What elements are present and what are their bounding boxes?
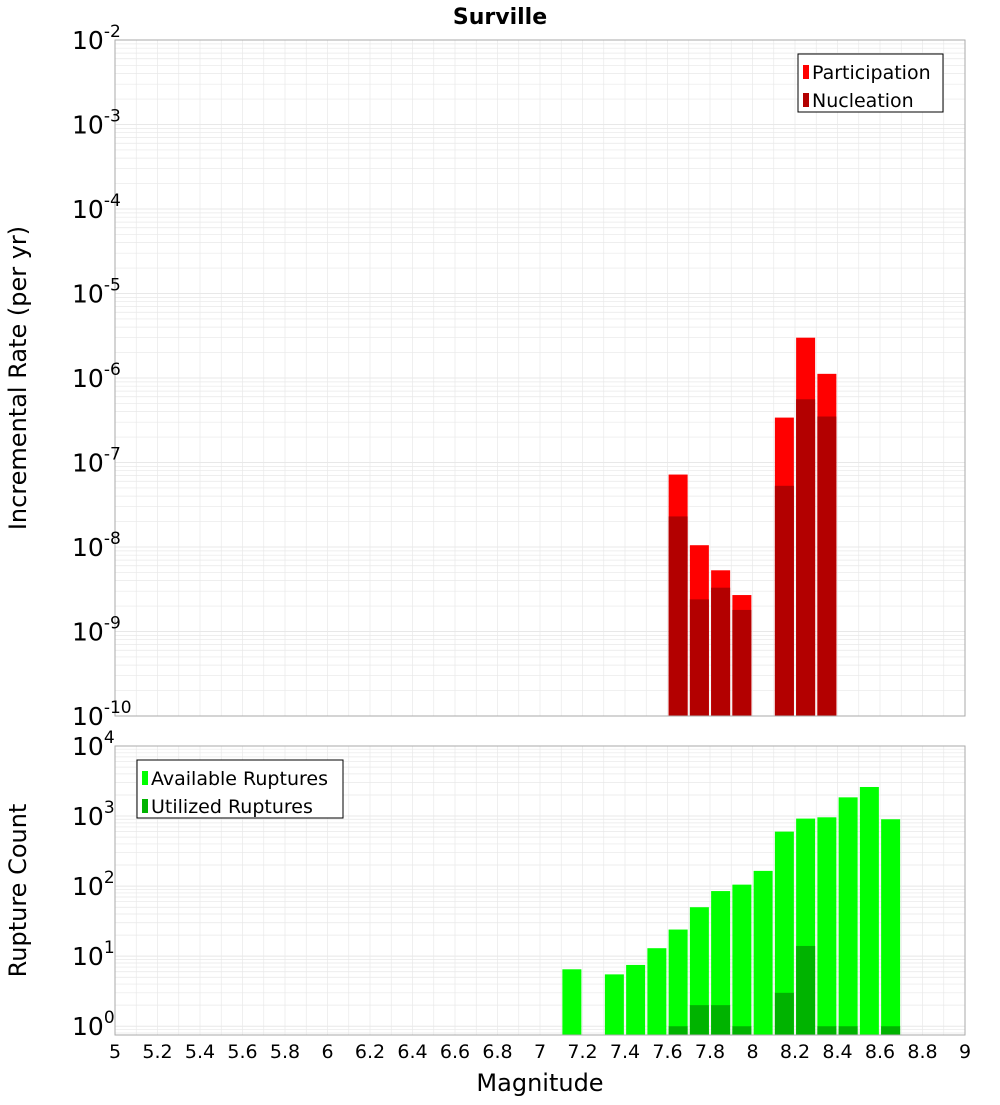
legend-swatch [142, 771, 148, 785]
legend-label: Available Ruptures [151, 768, 328, 790]
x-tick-label: 6.4 [397, 1041, 427, 1063]
bar [817, 1026, 837, 1035]
x-tick-label: 9 [959, 1041, 971, 1063]
legend-label: Nucleation [812, 90, 914, 112]
x-axis-label: Magnitude [476, 1069, 603, 1097]
legend-box [797, 53, 944, 113]
legend: Participation Nucleation [797, 53, 944, 113]
x-tick-label: 6.6 [440, 1041, 470, 1063]
y-tick-label: 10-8 [72, 529, 121, 562]
bar [859, 786, 879, 1035]
legend-label: Utilized Ruptures [151, 796, 313, 818]
x-tick-label: 5.6 [227, 1041, 257, 1063]
x-tick-label: 5 [109, 1041, 121, 1063]
bar [838, 1026, 858, 1035]
x-tick-label: 8.4 [822, 1041, 852, 1063]
x-tick-label: 6.2 [355, 1041, 385, 1063]
gridlines [114, 39, 966, 717]
bar [774, 485, 794, 716]
y-tick-label: 102 [72, 868, 115, 901]
y-tick-label: 10-5 [72, 276, 121, 309]
x-tick-label: 6.8 [482, 1041, 512, 1063]
y-tick-label: 10-9 [72, 614, 121, 647]
y-axis-label: Incremental Rate (per yr) [4, 226, 32, 530]
bar [753, 870, 773, 1035]
bar [711, 891, 731, 1035]
legend-box [136, 759, 344, 819]
y-tick-labels: 10-2 10-3 10-4 10-5 10-6 10-7 10-8 10-9 10-10 [72, 22, 132, 731]
y-tick-label: 10-10 [72, 698, 132, 731]
panel-top: 10-2 10-3 10-4 10-5 10-6 10-7 10-8 10-9 10-10 Inc… [4, 22, 966, 731]
plot-frame [114, 745, 966, 1036]
panel-bottom: 104 103 102 101 100 Rupture Count 5 5.2 5.4 5.6 5.… [4, 728, 971, 1097]
bar [711, 1005, 731, 1035]
x-tick-label: 7.8 [695, 1041, 725, 1063]
bar [881, 819, 901, 1035]
bar [689, 599, 709, 716]
y-tick-label: 103 [72, 798, 115, 831]
bar [774, 992, 794, 1035]
bar [817, 416, 837, 716]
bar [817, 817, 837, 1035]
y-tick-label: 10-3 [72, 107, 121, 140]
bar [796, 945, 816, 1035]
bar [647, 948, 667, 1035]
bar [796, 399, 816, 716]
x-tick-label: 7.4 [610, 1041, 640, 1063]
y-axis-label: Rupture Count [4, 804, 32, 978]
bar [626, 964, 646, 1035]
bar [604, 974, 624, 1035]
bar [838, 797, 858, 1035]
x-tick-label: 6 [321, 1041, 333, 1063]
y-tick-label: 101 [72, 938, 115, 971]
y-tick-label: 10-6 [72, 360, 121, 393]
y-tick-label: 10-4 [72, 191, 121, 224]
legend-swatch [803, 65, 809, 79]
x-tick-label: 8.8 [907, 1041, 937, 1063]
plot-frame [114, 39, 966, 717]
legend-label: Participation [812, 62, 931, 84]
bar [562, 969, 582, 1035]
x-tick-label: 5.8 [270, 1041, 300, 1063]
x-tick-label: 8.6 [865, 1041, 895, 1063]
bar [732, 1026, 752, 1035]
series-utilized-ruptures [668, 945, 901, 1035]
x-tick-label: 7 [534, 1041, 546, 1063]
legend-swatch [142, 799, 148, 813]
y-tick-label: 100 [72, 1008, 115, 1041]
bar [668, 929, 688, 1035]
x-tick-label: 7.6 [652, 1041, 682, 1063]
bar [711, 587, 731, 716]
bar [774, 831, 794, 1035]
bar [689, 1005, 709, 1035]
y-tick-label: 10-7 [72, 445, 121, 478]
y-tick-labels: 104 103 102 101 100 [72, 728, 115, 1041]
x-tick-labels: 5 5.2 5.4 5.6 5.8 6 6.2 6.4 6.6 6.8 7 7.2 7.4 7.6 7.8 8… [109, 1041, 971, 1063]
x-tick-label: 8.2 [780, 1041, 810, 1063]
x-tick-label: 5.4 [185, 1041, 215, 1063]
bar [881, 1026, 901, 1035]
legend-swatch [803, 93, 809, 107]
bar [668, 516, 688, 716]
bar [732, 609, 752, 716]
x-tick-label: 7.2 [567, 1041, 597, 1063]
y-tick-label: 104 [72, 728, 115, 761]
series-nucleation [668, 399, 837, 716]
bar [689, 907, 709, 1035]
chart-title: Surville [453, 5, 547, 30]
x-tick-label: 8 [746, 1041, 758, 1063]
bar [668, 1026, 688, 1035]
x-tick-label: 5.2 [142, 1041, 172, 1063]
legend: Available Ruptures Utilized Ruptures [136, 759, 344, 819]
y-tick-label: 10-2 [72, 22, 121, 55]
bar [732, 884, 752, 1035]
